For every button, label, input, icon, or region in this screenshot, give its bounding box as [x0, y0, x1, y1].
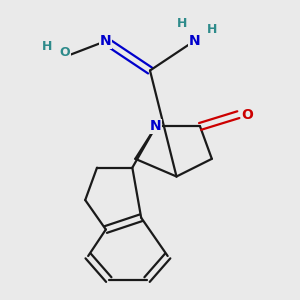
Text: O: O	[241, 108, 253, 122]
Text: O: O	[59, 46, 70, 59]
Text: N: N	[188, 34, 200, 48]
Text: N: N	[150, 119, 162, 134]
Text: H: H	[177, 17, 188, 30]
Text: H: H	[207, 23, 217, 36]
Text: N: N	[100, 34, 112, 48]
Text: H: H	[42, 40, 52, 53]
